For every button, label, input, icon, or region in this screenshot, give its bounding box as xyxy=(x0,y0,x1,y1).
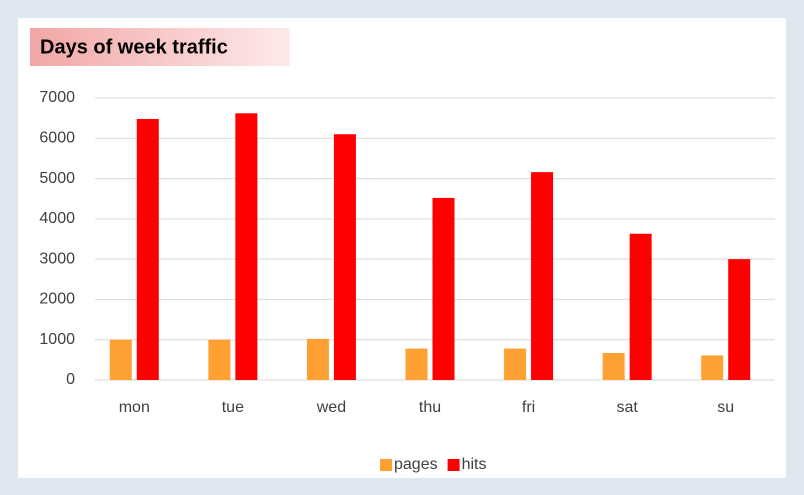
bar xyxy=(701,355,724,380)
y-tick-label: 7000 xyxy=(39,89,75,106)
y-tick-label: 3000 xyxy=(39,250,75,267)
bar xyxy=(405,348,428,380)
x-tick-label: tue xyxy=(222,399,244,416)
y-tick-label: 4000 xyxy=(39,210,75,227)
bar xyxy=(235,113,258,381)
title-box xyxy=(30,28,290,66)
legend-swatch xyxy=(447,459,460,471)
y-tick-label: 0 xyxy=(66,371,75,388)
y-tick-label: 2000 xyxy=(39,291,75,308)
bar xyxy=(432,197,455,380)
x-tick-label: su xyxy=(717,399,734,416)
x-tick-label: thu xyxy=(419,399,441,416)
y-tick-label: 6000 xyxy=(39,130,75,147)
y-tick-label: 5000 xyxy=(39,170,75,187)
bar xyxy=(728,259,751,380)
x-tick-label: fri xyxy=(522,399,535,416)
bar xyxy=(629,233,652,380)
bar xyxy=(306,338,329,380)
x-tick-label: sat xyxy=(616,399,638,416)
bar xyxy=(531,172,554,380)
bar xyxy=(109,339,132,380)
x-tick-label: mon xyxy=(119,399,150,416)
bar xyxy=(136,118,159,380)
bar xyxy=(208,339,231,380)
bar xyxy=(333,134,356,380)
bar xyxy=(602,353,625,380)
chart-title: Days of week traffic xyxy=(40,36,228,58)
y-tick-label: 1000 xyxy=(39,331,75,348)
legend-swatch xyxy=(380,459,392,471)
x-tick-label: wed xyxy=(316,399,346,416)
legend-label: pages xyxy=(394,456,438,473)
bar xyxy=(504,348,527,380)
legend-label: hits xyxy=(462,456,487,473)
